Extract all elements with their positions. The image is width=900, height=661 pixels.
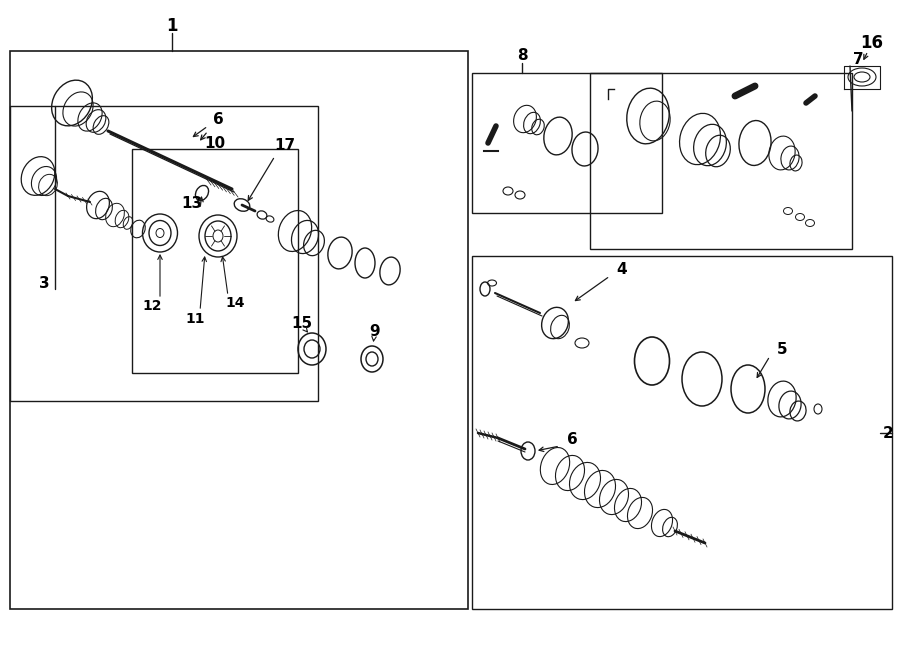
Text: 11: 11 <box>185 312 205 326</box>
Text: 14: 14 <box>225 296 245 310</box>
Text: 15: 15 <box>292 315 312 330</box>
Text: 4: 4 <box>616 262 627 276</box>
Text: 8: 8 <box>517 48 527 63</box>
Text: 16: 16 <box>860 34 884 52</box>
Text: 9: 9 <box>370 323 381 338</box>
Bar <box>472 256 892 609</box>
Text: 7: 7 <box>852 52 863 67</box>
Text: 6: 6 <box>212 112 223 126</box>
Text: 12: 12 <box>142 299 162 313</box>
Bar <box>10 106 318 401</box>
Bar <box>590 73 852 249</box>
Text: 17: 17 <box>274 139 295 153</box>
Text: 13: 13 <box>182 196 202 210</box>
Text: 5: 5 <box>777 342 788 356</box>
Text: 6: 6 <box>567 432 578 446</box>
Text: 2: 2 <box>883 426 894 440</box>
Bar <box>132 149 298 373</box>
Bar <box>10 51 468 609</box>
Text: 1: 1 <box>166 17 178 35</box>
Bar <box>472 73 662 213</box>
Text: 10: 10 <box>204 136 226 151</box>
Text: 3: 3 <box>39 276 50 290</box>
